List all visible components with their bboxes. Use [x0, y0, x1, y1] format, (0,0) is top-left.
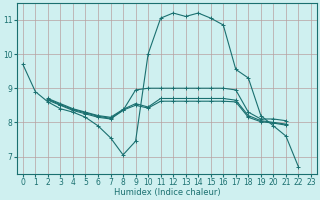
X-axis label: Humidex (Indice chaleur): Humidex (Indice chaleur)	[114, 188, 220, 197]
